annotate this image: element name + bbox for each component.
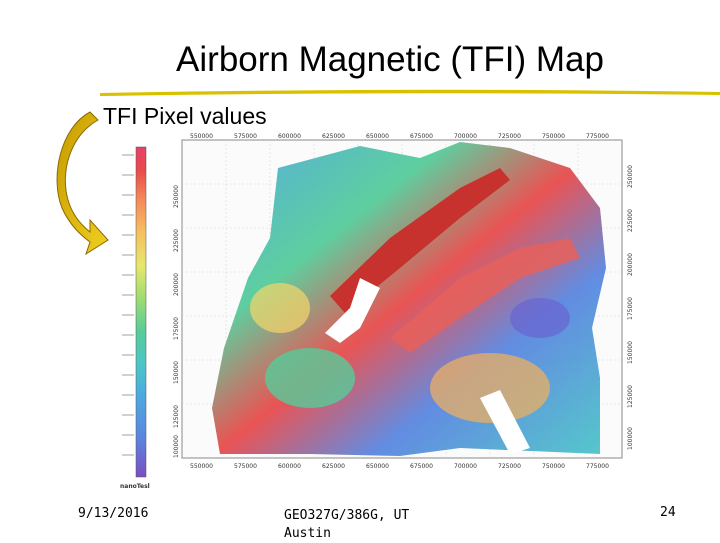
x-tick-top: 650000 (366, 133, 389, 140)
colorbar: nanoTesla (120, 146, 150, 490)
y-tick-left: 225000 (173, 229, 180, 252)
x-tick-bottom: 575000 (234, 463, 257, 470)
slide-title: Airborn Magnetic (TFI) Map (176, 40, 604, 79)
x-tick-bottom: 725000 (498, 463, 521, 470)
curved-arrow-icon (56, 111, 109, 256)
x-tick-bottom: 700000 (454, 463, 477, 470)
footer-course: GEO327G/386G, UT Austin (284, 508, 410, 541)
x-tick-top: 625000 (322, 133, 345, 140)
y-tick-left: 175000 (173, 317, 180, 340)
magnetic-map: 550000 575000 600000 625000 650000 67500… (173, 133, 634, 470)
footer-date: 9/13/2016 (78, 506, 149, 521)
x-tick-top: 675000 (410, 133, 433, 140)
x-tick-top: 775000 (586, 133, 609, 140)
x-tick-top: 600000 (278, 133, 301, 140)
title-underline (100, 89, 720, 96)
y-tick-right: 200000 (627, 253, 634, 276)
y-tick-left: 125000 (173, 405, 180, 428)
x-tick-top: 700000 (454, 133, 477, 140)
x-tick-top: 750000 (542, 133, 565, 140)
page-number: 24 (660, 505, 676, 520)
y-tick-right: 125000 (627, 385, 634, 408)
y-tick-left: 100000 (173, 435, 180, 458)
data-gap-2 (480, 390, 530, 454)
x-tick-bottom: 625000 (322, 463, 345, 470)
anomaly-band-2 (390, 238, 580, 353)
x-tick-top: 575000 (234, 133, 257, 140)
x-tick-bottom: 775000 (586, 463, 609, 470)
y-tick-right: 225000 (627, 209, 634, 232)
x-tick-top: 725000 (498, 133, 521, 140)
y-tick-left: 250000 (173, 185, 180, 208)
y-tick-right: 150000 (627, 341, 634, 364)
y-tick-left: 200000 (173, 273, 180, 296)
x-tick-bottom: 650000 (366, 463, 389, 470)
x-tick-bottom: 600000 (278, 463, 301, 470)
y-tick-right: 100000 (627, 427, 634, 450)
anomaly-band (330, 168, 510, 313)
x-tick-bottom: 550000 (190, 463, 213, 470)
slide-subtitle: TFI Pixel values (103, 103, 267, 129)
x-tick-bottom: 750000 (542, 463, 565, 470)
x-tick-bottom: 675000 (410, 463, 433, 470)
y-tick-right: 250000 (627, 165, 634, 188)
y-tick-left: 150000 (173, 361, 180, 384)
x-tick-top: 550000 (190, 133, 213, 140)
data-gap (325, 278, 380, 343)
y-tick-right: 175000 (627, 297, 634, 320)
colorbar-unit: nanoTesla (120, 483, 150, 490)
